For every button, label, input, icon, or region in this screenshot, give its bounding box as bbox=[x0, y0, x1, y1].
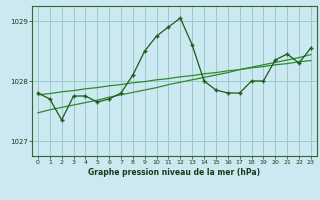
X-axis label: Graphe pression niveau de la mer (hPa): Graphe pression niveau de la mer (hPa) bbox=[88, 168, 260, 177]
